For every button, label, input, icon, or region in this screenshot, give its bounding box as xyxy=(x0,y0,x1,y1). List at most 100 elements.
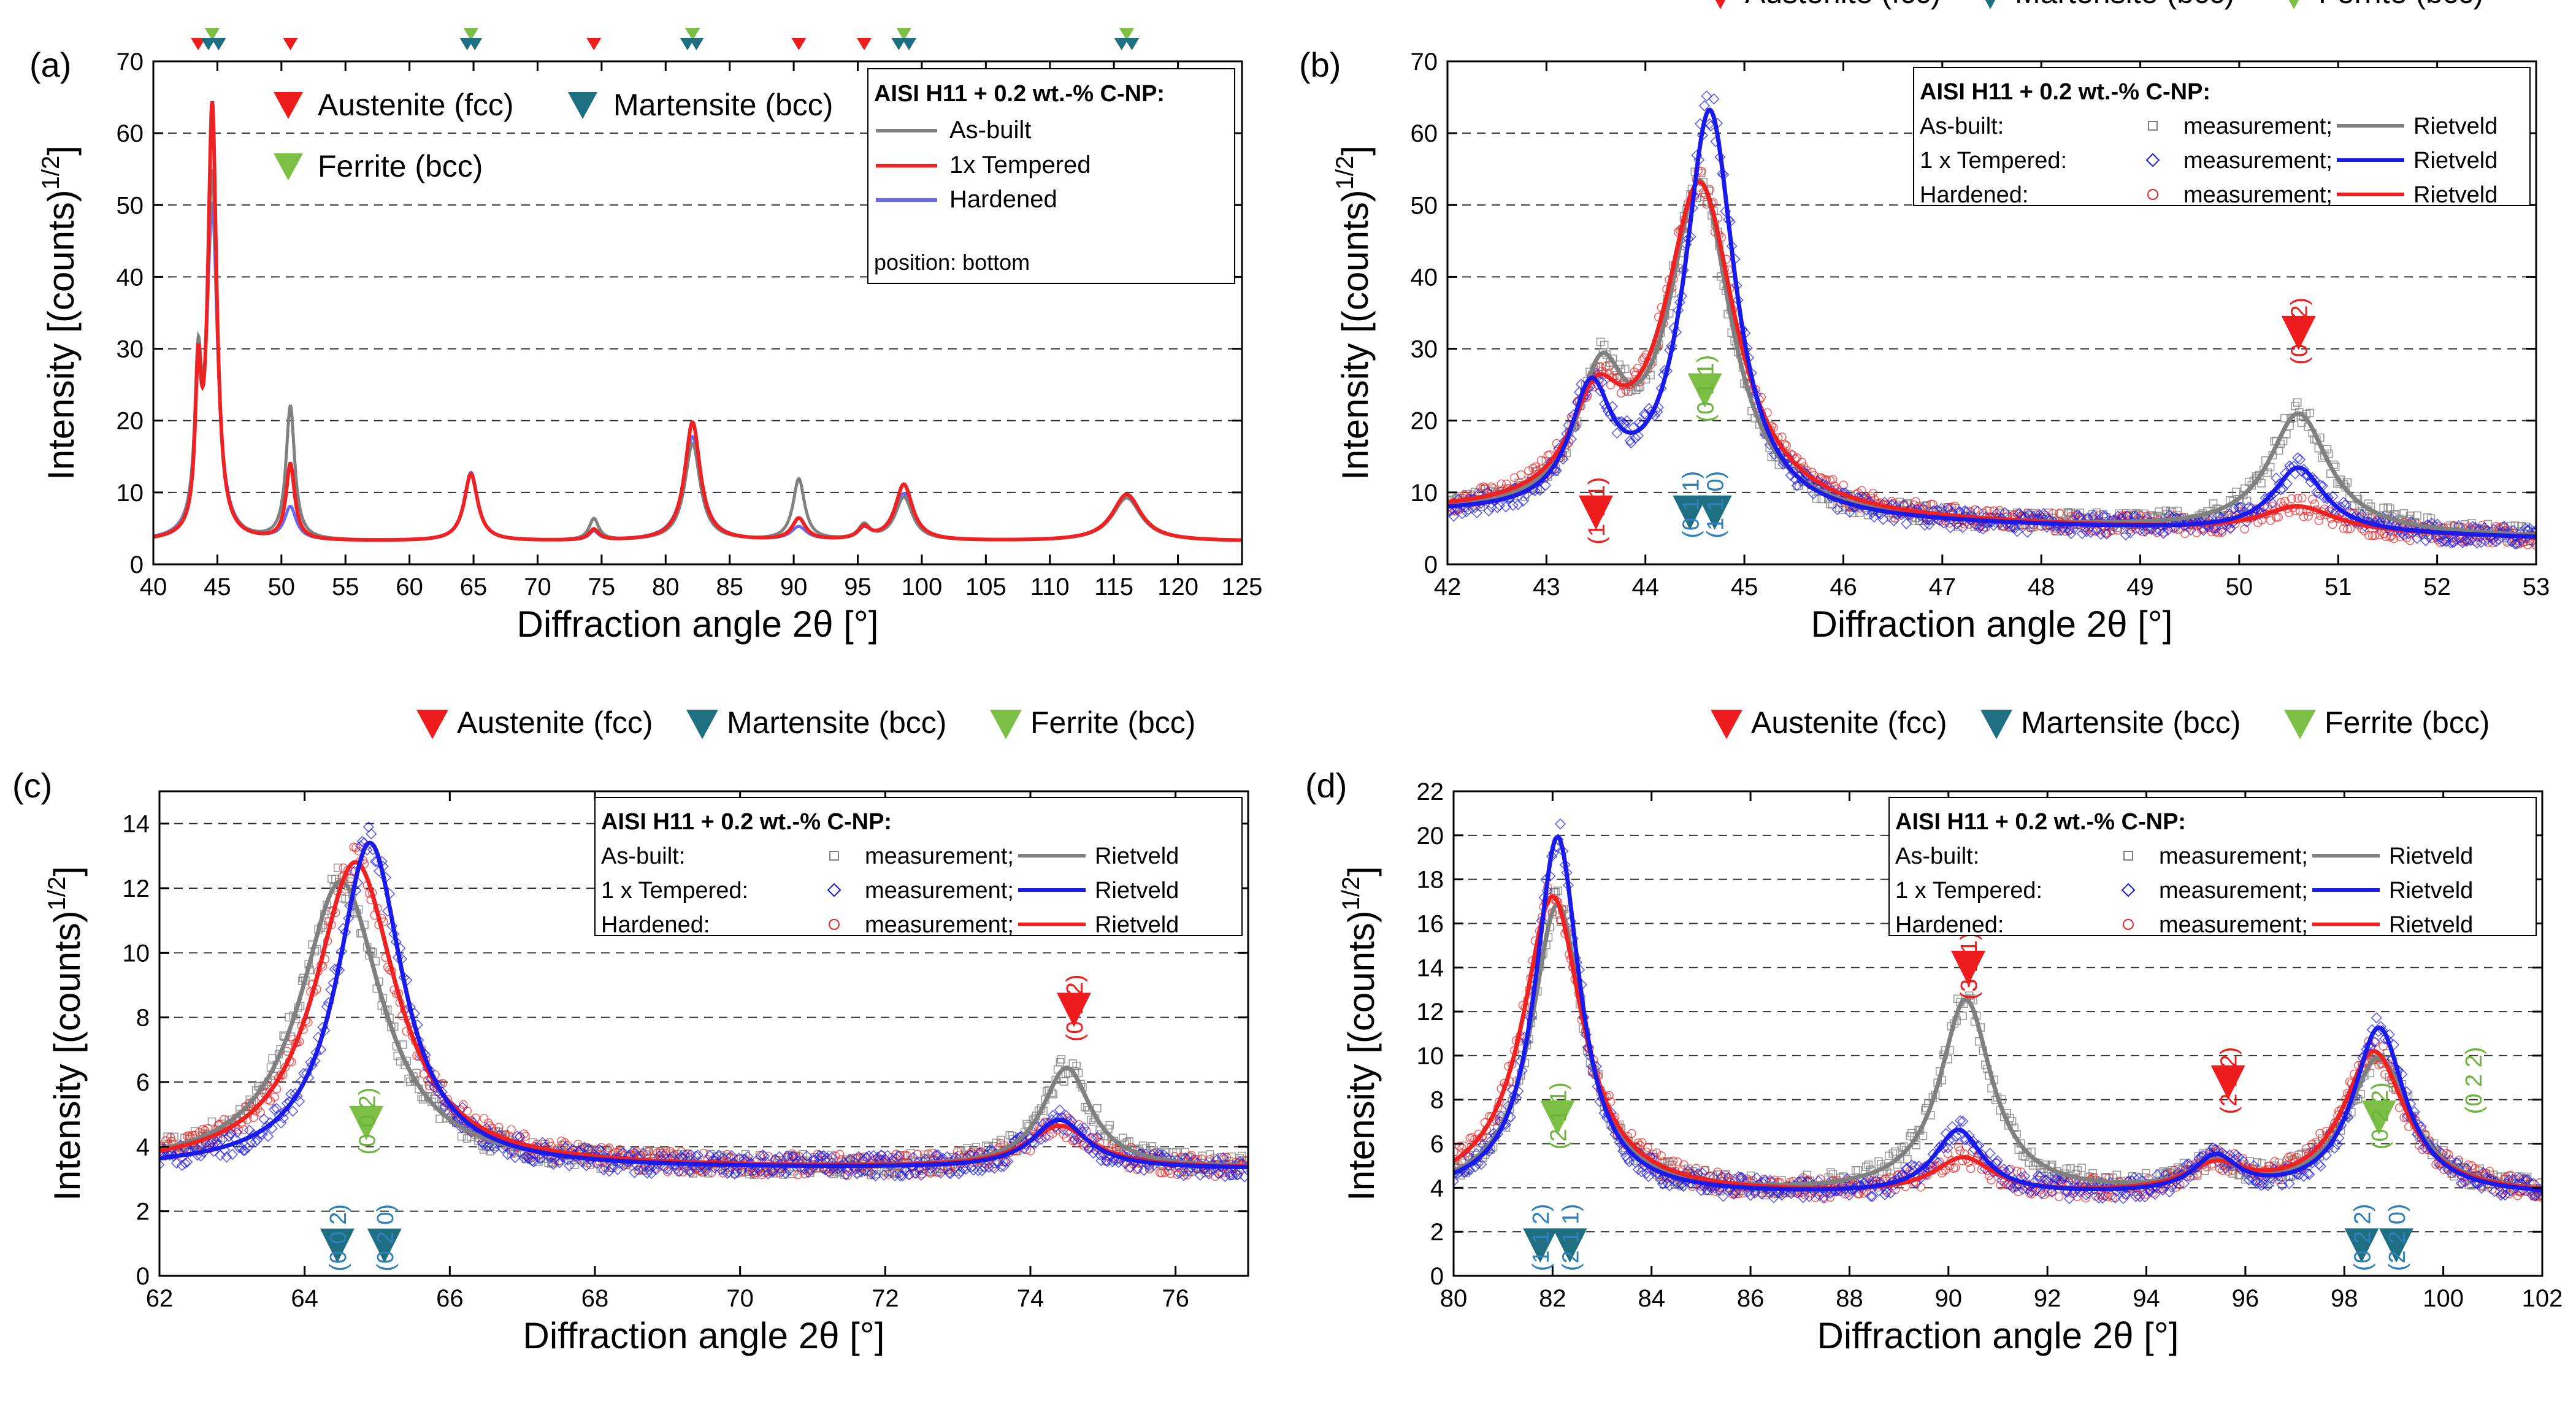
measurement-point xyxy=(814,1150,826,1161)
measurement-point xyxy=(2271,472,2282,484)
measurement-point xyxy=(1897,1143,1906,1152)
measurement-point xyxy=(159,1159,165,1170)
legend-label: Hardened xyxy=(949,186,1057,213)
measurement-point xyxy=(1728,1188,1740,1200)
measurement-point xyxy=(249,1113,258,1123)
measurement-point xyxy=(1854,1180,1866,1191)
y-tick-label: 0 xyxy=(136,1263,150,1290)
measurement-point xyxy=(932,1149,944,1161)
rietveld-line-as-built xyxy=(1447,178,2536,537)
measurement-point xyxy=(1744,1189,1757,1201)
x-tick-label: 68 xyxy=(581,1285,609,1312)
x-tick-label: 47 xyxy=(1929,574,1957,601)
x-tick-label: 66 xyxy=(436,1285,464,1312)
measurement-point xyxy=(2093,1192,2104,1204)
measurement-point xyxy=(826,1151,838,1163)
measurement-point xyxy=(1903,1155,1912,1164)
measurement-point xyxy=(802,1167,815,1178)
measurement-point xyxy=(1828,475,1838,484)
measurement-point xyxy=(1625,437,1637,449)
x-tick-label: 74 xyxy=(1017,1285,1045,1312)
y-tick-label: 70 xyxy=(117,48,144,75)
measurement-point xyxy=(1183,1170,1192,1180)
measurement-point xyxy=(661,1163,672,1175)
measurement-point xyxy=(291,1090,303,1102)
x-tick-label: 72 xyxy=(872,1285,899,1312)
measurement-point xyxy=(2461,535,2473,547)
measurement-point xyxy=(285,1088,297,1100)
measurement-point xyxy=(287,1105,299,1117)
legend-box xyxy=(867,68,1235,284)
measurement-point xyxy=(1163,1166,1173,1176)
measurement-point xyxy=(1951,1163,1960,1172)
measurement-point xyxy=(309,1055,321,1067)
measurement-point xyxy=(268,1104,280,1115)
measurement-point xyxy=(618,1160,630,1172)
martensite-peak-marker-icon xyxy=(320,1228,355,1263)
y-axis-label: Intensity [(counts)1/2] xyxy=(44,866,88,1201)
measurement-point xyxy=(1879,1189,1891,1200)
measurement-point xyxy=(1002,1156,1014,1167)
measurement-point xyxy=(242,1142,253,1154)
ferrite-peak-marker-icon xyxy=(349,1105,384,1140)
measurement-point xyxy=(1974,522,1985,534)
legend-measurement-label: measurement; xyxy=(865,878,1014,904)
measurement-point xyxy=(1178,1170,1190,1181)
x-tick-label: 70 xyxy=(524,574,551,601)
plot-frame xyxy=(152,60,1243,566)
measurement-point xyxy=(481,1140,494,1152)
measurement-point xyxy=(2405,516,2417,528)
legend-box xyxy=(1913,67,2531,206)
x-tick-label: 44 xyxy=(1631,574,1659,601)
measurement-point xyxy=(1831,504,1843,515)
y-tick-label: 0 xyxy=(1424,551,1438,578)
measurement-point xyxy=(1138,1142,1148,1150)
measurement-point xyxy=(478,1138,489,1150)
legend-rietveld-label: Rietveld xyxy=(2413,148,2497,174)
measurement-point xyxy=(1989,506,1999,516)
legend-marker-square-icon xyxy=(2148,121,2158,131)
measurement-point xyxy=(818,1150,829,1162)
austenite-peak-marker-icon xyxy=(2281,315,2316,350)
measurement-point xyxy=(1701,90,1712,102)
measurement-point xyxy=(1620,364,1630,374)
measurement-point xyxy=(863,1150,875,1162)
y-tick-label: 0 xyxy=(130,551,144,578)
x-tick-label: 43 xyxy=(1533,574,1560,601)
ferrite-marker-icon xyxy=(463,28,478,40)
legend-series-name: Hardened: xyxy=(601,912,710,938)
measurement-point xyxy=(2081,1193,2091,1203)
x-tick-label: 53 xyxy=(2523,574,2550,601)
measurement-point xyxy=(2191,516,2203,528)
measurement-point xyxy=(957,1146,965,1155)
austenite-peak-marker-icon xyxy=(1057,992,1091,1027)
measurement-point xyxy=(1125,1137,1134,1146)
measurement-point xyxy=(997,1135,1005,1145)
martensite-peak-marker-icon xyxy=(1673,495,1708,530)
measurement-point xyxy=(2178,1178,2190,1189)
measurement-point xyxy=(2245,1172,2257,1183)
measurement-point xyxy=(823,1166,835,1178)
measurement-point xyxy=(755,1150,764,1159)
measurement-point xyxy=(2120,529,2131,541)
measurement-point xyxy=(1119,1157,1131,1170)
measurement-point xyxy=(2287,494,2296,504)
measurement-point xyxy=(2257,478,2266,488)
rietveld-line-1-x-tempered xyxy=(159,840,1248,1170)
measurement-point xyxy=(2515,534,2527,546)
measurement-point xyxy=(859,1165,870,1176)
measurement-point xyxy=(1643,402,1655,415)
legend-marker-square-icon xyxy=(829,851,839,861)
measurement-point xyxy=(892,1150,904,1162)
measurement-point xyxy=(2434,531,2446,543)
rietveld-line-hardened xyxy=(1447,180,2536,539)
measurement-point xyxy=(2431,1160,2440,1169)
measurement-point xyxy=(2130,1191,2142,1203)
measurement-point xyxy=(2216,524,2228,536)
x-axis-label: Diffraction angle 2θ [°] xyxy=(1811,604,2173,645)
measurement-point xyxy=(275,1117,287,1129)
measurement-point xyxy=(1237,1151,1246,1161)
measurement-point xyxy=(1594,385,1606,397)
measurement-point xyxy=(850,1153,860,1163)
y-tick-label: 10 xyxy=(123,940,150,967)
